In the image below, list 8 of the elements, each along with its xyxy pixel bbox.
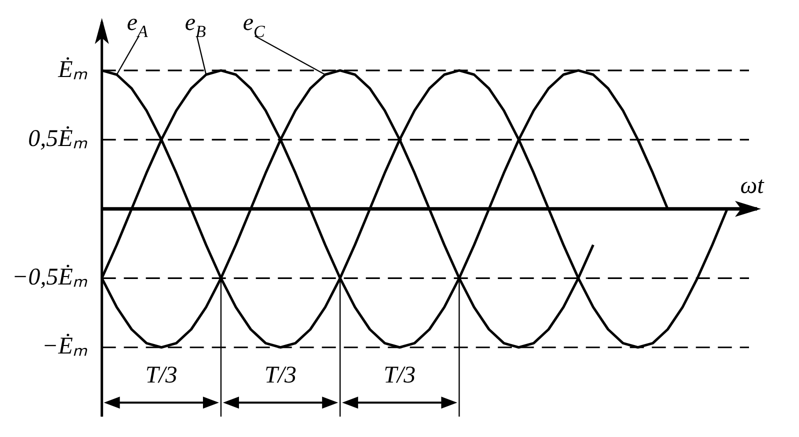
annotation: T/3 bbox=[264, 362, 297, 389]
y-tick-label: −Ėₘ bbox=[42, 334, 88, 360]
y-tick-label: Ėₘ bbox=[57, 56, 88, 83]
x-axis-title: ωt bbox=[740, 172, 766, 199]
annotation: T/3 bbox=[145, 362, 178, 389]
annotation: T/3 bbox=[384, 362, 416, 389]
y-tick-label: 0,5Ėₘ bbox=[28, 126, 88, 152]
y-tick-label: −0,5Ėₘ bbox=[12, 264, 88, 290]
